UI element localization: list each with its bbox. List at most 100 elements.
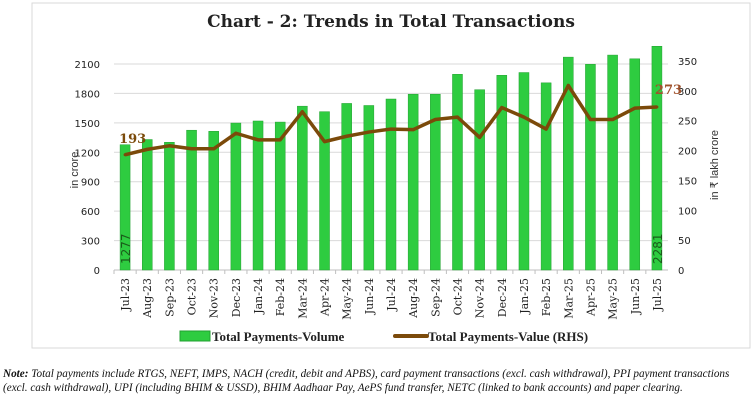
y-tick-label-right: 350 <box>678 57 697 68</box>
y-tick-label-right: 250 <box>678 117 697 128</box>
bar-volume <box>319 111 330 271</box>
line-point <box>234 131 238 135</box>
bar-volume <box>274 121 286 271</box>
bar-volume <box>141 139 153 271</box>
x-tick-label: Aug-23 <box>141 278 154 319</box>
bar-volume <box>252 120 264 271</box>
bar-volume <box>164 142 175 271</box>
chart-title: Chart - 2: Trends in Total Transactions <box>207 12 575 32</box>
line-point <box>212 147 216 151</box>
bar-volume <box>230 122 242 271</box>
bar-volume <box>385 98 397 271</box>
x-tick-label: Jan-25 <box>518 278 531 315</box>
bar-volume <box>474 89 485 271</box>
bar-volume <box>208 131 219 271</box>
bar-volume <box>341 103 352 271</box>
bar-volume <box>651 45 663 271</box>
bar-volume <box>518 72 530 271</box>
bar-volume <box>607 54 618 271</box>
line-point <box>633 106 637 110</box>
line-point <box>611 118 615 122</box>
y-tick-label-right: 300 <box>678 87 697 98</box>
legend-label-volume: Total Payments-Volume <box>212 329 345 344</box>
note-text: Total payments include RTGS, NEFT, IMPS,… <box>3 368 730 394</box>
line-point <box>367 130 371 134</box>
x-tick-label: Apr-25 <box>584 278 597 317</box>
x-tick-label: May-25 <box>607 278 620 320</box>
x-tick-label: Mar-25 <box>562 278 575 319</box>
footnote: Note: Total payments include RTGS, NEFT,… <box>3 367 748 395</box>
line-point <box>345 134 349 138</box>
line-point <box>123 153 127 157</box>
x-tick-label: Dec-23 <box>230 278 243 317</box>
x-tick-label: May-24 <box>341 278 354 320</box>
bar-volume <box>629 58 641 271</box>
bar-volume <box>297 105 308 271</box>
legend-label-value: Total Payments-Value (RHS) <box>428 329 588 344</box>
x-tick-label: Mar-24 <box>296 278 309 319</box>
x-tick-label: Jul-25 <box>651 278 664 312</box>
y-tick-label-left: 0 <box>94 266 100 277</box>
x-tick-label: Feb-25 <box>540 278 553 316</box>
line-point <box>544 127 548 131</box>
bar-volume <box>407 93 419 271</box>
x-tick-label: Oct-23 <box>186 278 199 315</box>
bar-volume <box>452 74 463 271</box>
x-tick-label: Oct-24 <box>451 278 464 315</box>
line-data-label-last: 273 <box>655 83 682 98</box>
bar-volume <box>585 64 596 271</box>
line-point <box>300 110 304 114</box>
x-tick-label: Jul-23 <box>119 278 132 312</box>
line-point <box>167 144 171 148</box>
bar-volume <box>119 144 131 271</box>
line-point <box>323 140 327 144</box>
line-point <box>190 147 194 151</box>
x-tick-label: Aug-24 <box>407 278 420 319</box>
x-tick-label: Jun-24 <box>363 278 376 315</box>
y-axis-label-right: in ₹ lakh crore <box>709 130 721 200</box>
legend: Total Payments-Volume Total Payments-Val… <box>179 329 588 344</box>
line-point <box>145 147 149 151</box>
y-tick-label-left: 900 <box>81 178 100 189</box>
line-point <box>588 118 592 122</box>
bar-data-label-last: 2281 <box>651 233 665 264</box>
y-tick-label-right: 150 <box>678 176 697 187</box>
y-axis-label-left: in crore <box>69 152 81 189</box>
x-tick-label: Jul-24 <box>385 278 398 312</box>
line-point <box>455 115 459 119</box>
y-tick-label-left: 1800 <box>75 89 100 100</box>
x-tick-label: Feb-24 <box>274 278 287 316</box>
x-tick-label: Sep-24 <box>429 278 442 317</box>
x-tick-label: Nov-23 <box>208 278 221 318</box>
line-point <box>278 138 282 142</box>
y-tick-label-right: 100 <box>678 206 697 217</box>
note-label: Note: <box>3 368 29 380</box>
y-tick-label-left: 600 <box>81 207 100 218</box>
bar-volume <box>363 105 375 271</box>
bar-volume <box>430 93 441 271</box>
y-tick-label-right: 50 <box>678 236 691 247</box>
y-tick-label-left: 2100 <box>75 60 100 71</box>
bar-volume <box>563 56 574 271</box>
x-tick-label: Jun-25 <box>629 278 642 315</box>
x-tick-label: Dec-24 <box>496 278 509 317</box>
y-tick-label-left: 1500 <box>75 119 100 130</box>
line-point <box>500 106 504 110</box>
line-point <box>478 135 482 139</box>
x-tick-label: Sep-23 <box>163 278 176 317</box>
x-tick-label: Jan-24 <box>252 278 265 315</box>
y-tick-label-left: 300 <box>81 237 100 248</box>
y-tick-label-right: 0 <box>678 266 684 277</box>
legend-swatch-volume <box>179 330 211 342</box>
y-tick-label-right: 200 <box>678 147 697 158</box>
line-point <box>389 127 393 131</box>
line-point <box>522 115 526 119</box>
bar-volume <box>496 75 508 271</box>
x-tick-label: Apr-24 <box>319 278 332 317</box>
line-point <box>433 118 437 122</box>
line-point <box>411 128 415 132</box>
line-point <box>655 105 659 109</box>
x-tick-label: Nov-24 <box>474 278 487 318</box>
